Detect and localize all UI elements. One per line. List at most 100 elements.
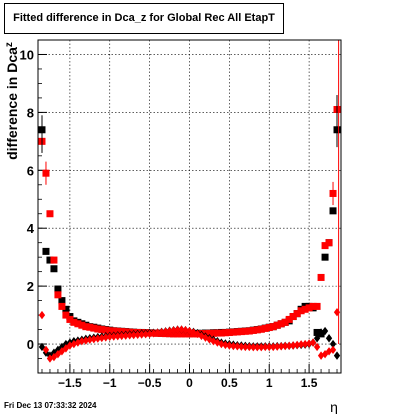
data-point-diamond bbox=[254, 343, 261, 352]
data-point-square bbox=[86, 323, 94, 331]
data-point-square bbox=[297, 307, 305, 315]
data-point-square bbox=[78, 321, 86, 329]
data-point-diamond bbox=[182, 325, 189, 335]
y-axis-label: difference in Dcaz bbox=[4, 42, 20, 160]
data-point-square bbox=[273, 321, 281, 329]
x-axis-label: η bbox=[330, 399, 338, 414]
data-point-diamond bbox=[86, 335, 93, 344]
data-point-diamond bbox=[218, 339, 225, 349]
data-point-square bbox=[66, 315, 74, 323]
data-point-diamond bbox=[329, 345, 337, 355]
chart-title: Fitted difference in Dca_z for Global Re… bbox=[13, 12, 275, 24]
data-point-diamond bbox=[194, 329, 201, 339]
data-point-diamond bbox=[42, 345, 50, 355]
series-3 bbox=[38, 307, 341, 363]
data-point-square bbox=[261, 324, 269, 332]
data-point-square bbox=[253, 326, 261, 334]
data-point-diamond bbox=[226, 341, 233, 350]
data-point-diamond bbox=[286, 341, 293, 350]
data-point-square bbox=[325, 239, 333, 247]
data-point-square bbox=[217, 329, 225, 337]
y-tick-label: 8 bbox=[27, 105, 34, 120]
data-point-diamond bbox=[325, 334, 333, 343]
y-tick-label: 4 bbox=[27, 221, 35, 236]
x-tick-label: 0.5 bbox=[221, 376, 238, 390]
data-point-square bbox=[221, 329, 229, 337]
x-tick-label: 1 bbox=[266, 376, 273, 390]
data-point-diamond bbox=[134, 330, 141, 339]
data-point-square bbox=[62, 305, 70, 313]
data-point-diamond bbox=[82, 336, 89, 345]
x-tick-label: 1.5 bbox=[301, 376, 318, 390]
data-point-square bbox=[70, 318, 78, 326]
data-point-square bbox=[94, 325, 102, 333]
data-point-square bbox=[241, 327, 249, 335]
data-point-square bbox=[54, 291, 62, 299]
data-marks bbox=[38, 40, 341, 363]
data-point-square bbox=[281, 318, 289, 326]
data-point-square bbox=[269, 323, 277, 331]
x-tick-label: −1 bbox=[103, 376, 117, 390]
x-tick-label: 0 bbox=[186, 376, 193, 390]
data-point-diamond bbox=[146, 329, 153, 339]
data-point-diamond bbox=[66, 341, 74, 350]
data-point-diamond bbox=[38, 310, 46, 320]
data-point-diamond bbox=[118, 331, 125, 341]
data-point-diamond bbox=[297, 340, 305, 349]
data-point-diamond bbox=[90, 334, 97, 344]
data-point-diamond bbox=[122, 331, 129, 340]
data-point-square bbox=[257, 325, 265, 333]
y-tick-label: 2 bbox=[27, 279, 34, 294]
data-point-diamond bbox=[290, 341, 297, 350]
data-point-diamond bbox=[130, 330, 137, 340]
data-point-diamond bbox=[278, 342, 285, 351]
data-point-diamond bbox=[329, 339, 337, 349]
data-point-square bbox=[74, 320, 82, 328]
x-axis: −1.5 −1 −0.5 0 0.5 1 1.5 bbox=[41, 364, 338, 390]
x-tick-label: −0.5 bbox=[138, 376, 162, 390]
data-point-diamond bbox=[305, 339, 313, 348]
data-point-square bbox=[237, 328, 245, 336]
data-point-square bbox=[329, 207, 337, 215]
y-axis: 0 2 4 6 8 10 bbox=[20, 39, 47, 359]
data-point-diamond bbox=[266, 342, 273, 352]
data-point-square bbox=[110, 327, 118, 335]
data-point-diamond bbox=[246, 342, 253, 352]
data-point-square bbox=[321, 253, 329, 261]
data-point-diamond bbox=[282, 341, 289, 351]
data-point-square bbox=[50, 256, 58, 264]
data-point-square bbox=[54, 285, 62, 293]
data-point-square bbox=[309, 302, 317, 310]
data-point-square bbox=[213, 329, 221, 337]
error-bars bbox=[41, 40, 340, 345]
data-point-square bbox=[249, 326, 257, 334]
data-point-diamond bbox=[258, 343, 265, 352]
data-point-diamond bbox=[158, 327, 165, 337]
y-tick-label: 10 bbox=[20, 47, 34, 62]
timestamp: Fri Dec 13 07:33:32 2024 bbox=[4, 401, 97, 410]
data-point-square bbox=[98, 326, 106, 334]
data-point-diamond bbox=[174, 325, 181, 335]
data-point-diamond bbox=[301, 339, 309, 349]
y-tick-label: 6 bbox=[27, 163, 34, 178]
data-point-square bbox=[265, 324, 273, 332]
data-point-diamond bbox=[313, 334, 321, 343]
data-point-diamond bbox=[293, 340, 301, 350]
data-point-square bbox=[317, 273, 325, 281]
data-point-square bbox=[82, 323, 90, 331]
data-point-diamond bbox=[110, 332, 117, 341]
data-point-diamond bbox=[333, 307, 341, 317]
data-point-diamond bbox=[102, 333, 109, 342]
data-point-diamond bbox=[138, 330, 145, 339]
data-point-square bbox=[46, 256, 54, 264]
data-point-diamond bbox=[242, 342, 249, 352]
data-point-diamond bbox=[94, 334, 101, 343]
x-tick-label: −1.5 bbox=[58, 376, 82, 390]
data-point-diamond bbox=[250, 343, 257, 352]
data-point-diamond bbox=[238, 342, 245, 351]
data-point-diamond bbox=[154, 328, 161, 337]
plot-frame bbox=[37, 39, 342, 374]
data-point-diamond bbox=[98, 333, 105, 343]
data-point-diamond bbox=[317, 351, 325, 360]
